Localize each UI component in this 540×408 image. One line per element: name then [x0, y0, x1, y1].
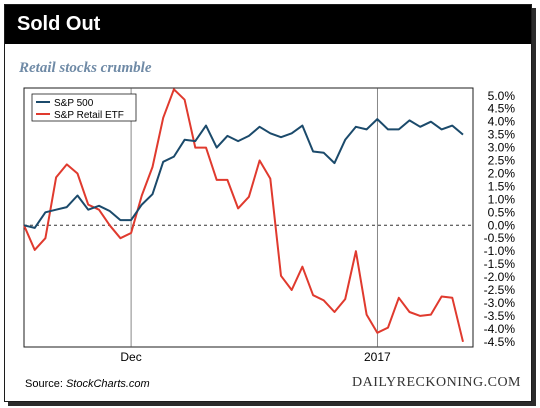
- x-tick-label: 2017: [364, 350, 391, 364]
- y-tick-label: 1.5%: [488, 179, 516, 193]
- source-label: Source:: [25, 378, 66, 390]
- y-tick-label: 5.0%: [488, 89, 516, 103]
- y-tick-label: -1.0%: [484, 244, 516, 258]
- chart-title: Sold Out: [17, 13, 101, 35]
- series-line-retail: [23, 88, 464, 343]
- y-tick-label: -4.0%: [484, 322, 516, 336]
- y-tick-label: 4.0%: [488, 115, 516, 129]
- source-name: StockCharts.com: [65, 378, 150, 390]
- plot-area: [23, 87, 474, 348]
- legend: S&P 500 S&P Retail ETF: [31, 93, 137, 122]
- legend-label-retail: S&P Retail ETF: [54, 110, 124, 121]
- series-line-sp500: [23, 118, 464, 229]
- y-tick-label: 0.5%: [488, 205, 516, 219]
- y-tick-label: 1.0%: [488, 192, 516, 206]
- y-axis-ticks: 5.0%4.5%4.0%3.5%3.0%2.5%2.0%1.5%1.0%0.5%…: [484, 89, 516, 349]
- y-tick-label: -3.0%: [484, 296, 516, 310]
- chart-subtitle: Retail stocks crumble: [19, 60, 152, 76]
- y-tick-label: 2.0%: [488, 166, 516, 180]
- y-tick-label: 3.0%: [488, 141, 516, 155]
- y-tick-label: -3.5%: [484, 309, 516, 323]
- header-bar: Sold Out: [5, 5, 531, 44]
- y-tick-label: 0.0%: [488, 218, 516, 232]
- y-tick-label: -2.5%: [484, 283, 516, 297]
- grid-layer: [130, 88, 378, 347]
- legend-box: [31, 93, 137, 122]
- x-axis-ticks: Dec 2017: [120, 350, 391, 364]
- y-tick-label: 4.5%: [488, 102, 516, 116]
- legend-label-sp500: S&P 500: [54, 98, 94, 109]
- y-tick-label: -1.5%: [484, 257, 516, 271]
- credit-watermark: DAILYRECKONING.COM: [352, 375, 521, 390]
- y-tick-label: -2.0%: [484, 270, 516, 284]
- y-tick-label: 3.5%: [488, 128, 516, 142]
- y-tick-label: -0.5%: [484, 231, 516, 245]
- source-note: Source: StockCharts.com: [25, 378, 150, 390]
- series-layer: [23, 88, 464, 343]
- y-tick-label: 2.5%: [488, 154, 516, 168]
- y-tick-label: -4.5%: [484, 335, 516, 349]
- x-tick-label: Dec: [120, 350, 141, 364]
